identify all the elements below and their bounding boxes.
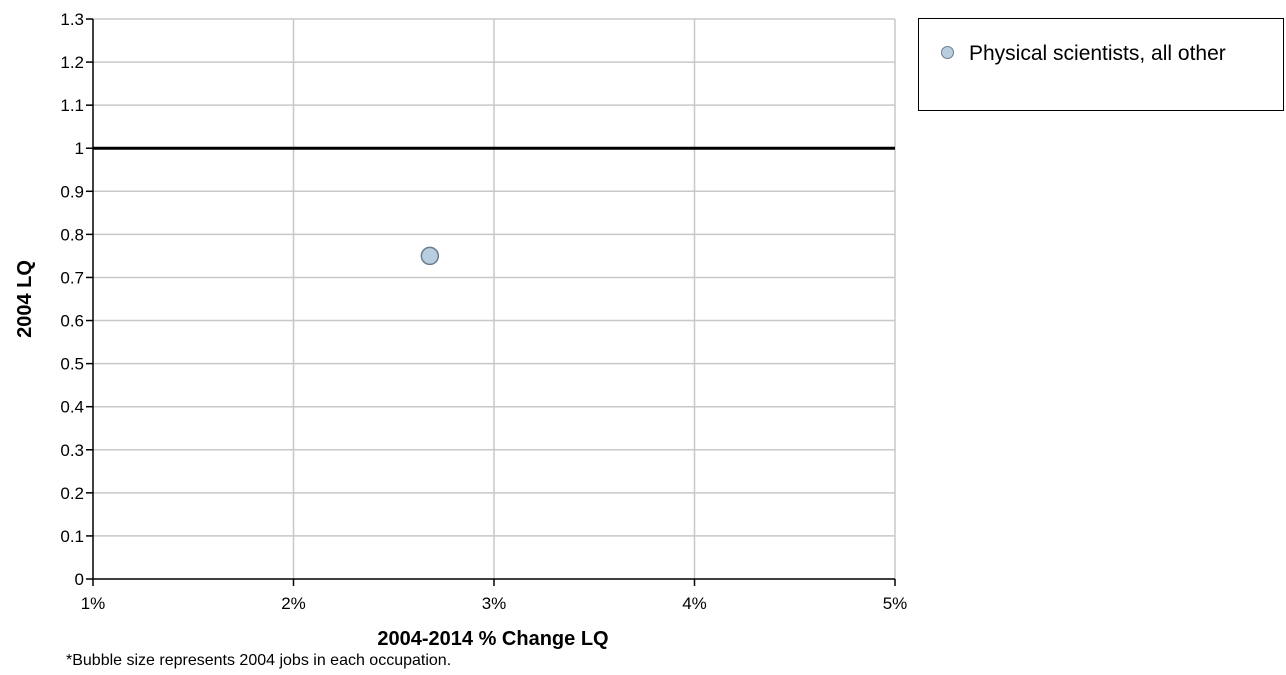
x-axis-title: 2004-2014 % Change LQ <box>377 628 608 650</box>
legend-marker-icon <box>941 46 954 59</box>
y-tick-label: 0.2 <box>60 484 84 503</box>
data-points <box>420 246 440 266</box>
legend-label: Physical scientists, all other <box>969 42 1226 65</box>
y-tick-label: 0.5 <box>60 355 84 374</box>
y-tick-label: 1 <box>75 139 84 158</box>
x-tick-label: 5% <box>883 594 908 613</box>
y-tick-label: 0.4 <box>60 398 84 417</box>
x-tick-label: 4% <box>682 594 707 613</box>
y-tick-label: 0.9 <box>60 182 84 201</box>
y-tick-label: 0.8 <box>60 225 84 244</box>
y-tick-label: 1.1 <box>60 96 84 115</box>
x-tick-label: 3% <box>482 594 507 613</box>
data-point <box>420 246 440 266</box>
x-tick-label: 2% <box>281 594 306 613</box>
y-tick-label: 1.2 <box>60 53 84 72</box>
y-axis-title: 2004 LQ <box>14 260 36 338</box>
y-axis-ticks: 0 0.1 0.2 0.3 0.4 0.5 0.6 0.7 0.8 0.9 1 1.1 1.2 1.3 <box>60 10 93 589</box>
x-axis-ticks: 1% 2% 3% 4% 5% <box>81 579 908 613</box>
footnote: *Bubble size represents 2004 jobs in eac… <box>66 652 452 669</box>
y-tick-label: 0 <box>75 570 84 589</box>
y-tick-label: 0.3 <box>60 441 84 460</box>
y-tick-label: 0.6 <box>60 312 84 331</box>
y-tick-label: 0.1 <box>60 527 84 546</box>
grid-lines <box>93 18 896 579</box>
legend: Physical scientists, all other <box>918 18 1284 111</box>
y-tick-label: 0.7 <box>60 268 84 287</box>
y-tick-label: 1.3 <box>60 10 84 29</box>
x-tick-label: 1% <box>81 594 106 613</box>
